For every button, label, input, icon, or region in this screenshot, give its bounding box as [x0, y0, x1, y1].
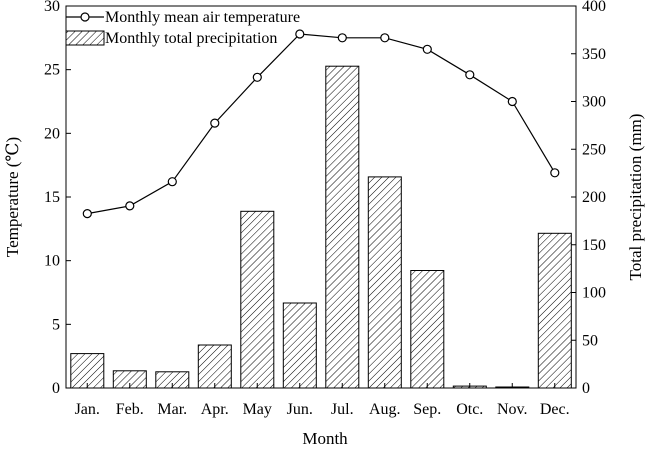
legend: Monthly mean air temperature Monthly tot…	[65, 9, 300, 47]
y-left-tick-label-0: 0	[52, 380, 60, 397]
x-tick-label-3: Mar.	[157, 401, 187, 418]
legend-hatch-sample	[65, 30, 105, 46]
temperature-point-8	[380, 33, 390, 43]
temperature-point-3	[167, 177, 177, 187]
precipitation-bar-4	[197, 344, 232, 389]
temperature-point-6	[295, 29, 305, 39]
y-left-tick-label-4: 20	[44, 125, 60, 142]
y-right-tick-label-4: 200	[582, 189, 606, 206]
precipitation-bar-1	[70, 353, 105, 389]
x-tick-label-7: Jul.	[331, 401, 354, 418]
temperature-point-7	[337, 33, 347, 43]
y-left-tick-label-5: 25	[44, 62, 60, 79]
x-tick-label-12: Dec.	[540, 401, 570, 418]
y-left-tick-label-1: 5	[52, 316, 60, 333]
y-right-tick-label-2: 100	[582, 285, 606, 302]
y-right-tick-label-5: 250	[582, 141, 606, 158]
x-tick-label-4: Apr.	[201, 401, 229, 418]
y-right-tick-label-6: 300	[582, 94, 606, 111]
temperature-point-1	[82, 209, 92, 219]
x-tick-label-8: Aug.	[369, 401, 401, 418]
temperature-point-4	[210, 118, 220, 128]
precipitation-bar-8	[367, 176, 402, 389]
temperature-point-12	[550, 168, 560, 178]
precipitation-bar-12	[537, 232, 572, 389]
y-right-tick-label-7: 350	[582, 46, 606, 63]
x-tick-label-1: Jan.	[75, 401, 100, 418]
x-tick-label-6: Jun.	[287, 401, 313, 418]
precipitation-bar-5	[240, 210, 275, 389]
y-right-tick-label-1: 50	[582, 332, 598, 349]
y-left-tick-label-6: 30	[44, 0, 60, 15]
plot-frame	[65, 5, 577, 389]
precipitation-bar-9	[410, 270, 445, 389]
y-axis-left-title: Temperature (℃)	[3, 137, 22, 257]
x-tick-label-2: Feb.	[116, 401, 144, 418]
temperature-point-5	[252, 72, 262, 82]
temperature-line	[87, 33, 556, 215]
y-right-tick-label-0: 0	[582, 380, 590, 397]
y-axis-right-title: Total precipitation (mm)	[626, 114, 645, 281]
precipitation-bar-6	[282, 302, 317, 389]
temperature-point-10	[465, 70, 475, 80]
legend-label-precipitation: Monthly total precipitation	[105, 30, 277, 47]
x-tick-label-11: Nov.	[497, 401, 528, 418]
precipitation-bars	[70, 65, 572, 389]
legend-marker-sample	[80, 12, 90, 22]
precipitation-bar-7	[325, 65, 360, 389]
temperature-line-layer	[82, 29, 560, 219]
x-axis-title: Month	[302, 429, 348, 448]
axes: 051015202530050100150200250300350400Jan.…	[44, 0, 606, 418]
x-tick-label-9: Sep.	[413, 401, 441, 418]
y-right-tick-label-3: 150	[582, 237, 606, 254]
y-left-tick-label-3: 15	[44, 189, 60, 206]
x-tick-label-10: Otc.	[456, 401, 483, 418]
y-right-tick-label-8: 400	[582, 0, 606, 15]
y-left-tick-label-2: 10	[44, 253, 60, 270]
legend-label-temperature: Monthly mean air temperature	[105, 9, 300, 26]
x-tick-label-5: May	[243, 401, 272, 418]
temperature-point-2	[125, 201, 135, 211]
temperature-point-9	[422, 44, 432, 54]
temperature-point-11	[507, 96, 517, 107]
